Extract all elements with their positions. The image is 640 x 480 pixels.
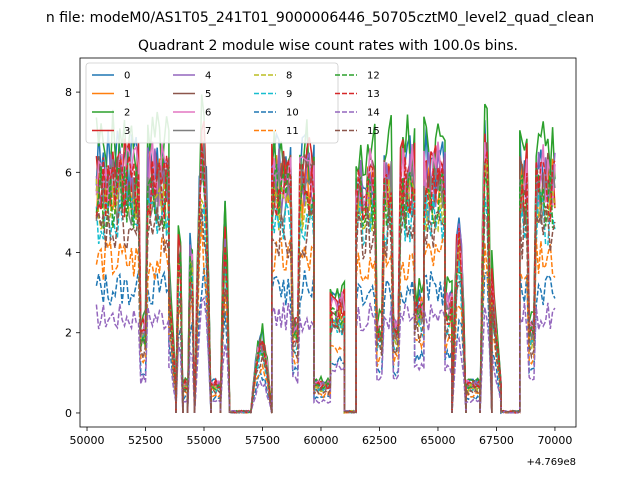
- series-line-14: [95, 296, 556, 414]
- legend-label: 15: [367, 126, 380, 137]
- plot-frame: [79, 57, 577, 428]
- legend-label: 8: [286, 71, 292, 82]
- y-axis: 0 2 4 6 8: [65, 86, 80, 420]
- figure-suptitle: n file: modeM0/AS1T05_241T01_9000006446_…: [46, 10, 594, 26]
- series-line-13: [95, 144, 556, 414]
- x-axis: 50000 52500 55000 57500 60000 62500 65000 67500…: [70, 427, 572, 447]
- y-tick-label: 4: [65, 247, 72, 260]
- legend-label: 5: [205, 89, 211, 100]
- y-tick-label: 8: [65, 86, 72, 99]
- legend-label: 4: [205, 71, 211, 82]
- legend-label: 7: [205, 126, 211, 137]
- legend-label: 0: [124, 71, 130, 82]
- x-tick-label: 57500: [245, 434, 280, 447]
- x-tick-label: 62500: [362, 434, 397, 447]
- y-tick-label: 6: [65, 166, 72, 179]
- legend-label: 1: [124, 89, 130, 100]
- legend-frame: [85, 62, 339, 144]
- chart-title: Quadrant 2 module wise count rates with …: [138, 38, 518, 54]
- series-layer: [95, 94, 556, 415]
- legend-label: 10: [286, 108, 299, 119]
- y-tick-label: 0: [65, 407, 72, 420]
- legend-label: 13: [367, 89, 380, 100]
- legend-label: 2: [124, 108, 130, 119]
- legend-label: 11: [286, 126, 299, 137]
- legend-label: 3: [124, 126, 130, 137]
- legend-label: 14: [367, 108, 380, 119]
- legend-label: 9: [286, 89, 292, 100]
- series-line-15: [95, 205, 556, 414]
- x-tick-label: 67500: [479, 434, 514, 447]
- x-tick-label: 55000: [187, 434, 222, 447]
- x-tick-label: 50000: [70, 434, 105, 447]
- x-tick-label: 65000: [420, 434, 455, 447]
- x-tick-label: 52500: [128, 434, 163, 447]
- legend-label: 12: [367, 71, 380, 82]
- y-tick-label: 2: [65, 327, 72, 340]
- x-offset-label: +4.769e8: [526, 457, 576, 468]
- legend-label: 6: [205, 108, 211, 119]
- x-tick-label: 70000: [537, 434, 572, 447]
- x-tick-label: 60000: [303, 434, 338, 447]
